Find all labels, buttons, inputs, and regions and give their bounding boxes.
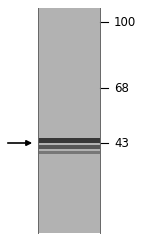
Bar bbox=[38, 151, 100, 154]
Text: 68: 68 bbox=[114, 81, 129, 95]
Bar bbox=[38, 8, 100, 233]
Text: 43: 43 bbox=[114, 137, 129, 149]
Text: 100: 100 bbox=[114, 16, 136, 28]
Bar bbox=[38, 138, 100, 143]
Bar bbox=[38, 145, 100, 149]
